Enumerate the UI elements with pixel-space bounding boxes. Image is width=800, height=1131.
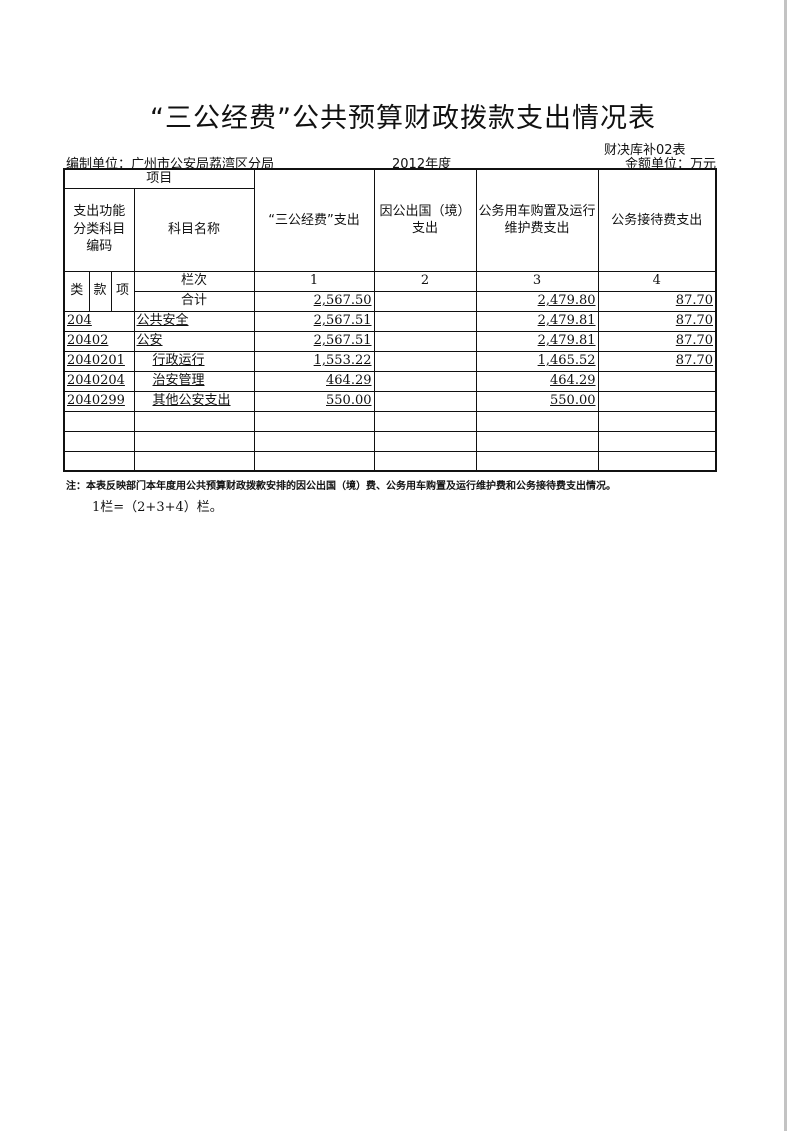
row-value: 550.00 [253,390,375,412]
total-value: 87.70 [597,290,717,312]
row-name: 公安 [133,330,255,352]
row-value [597,390,717,412]
table-row: 2040299 其他公安支出 550.00 550.00 [63,390,717,412]
row-value: 1,465.52 [475,350,599,372]
row-value [597,410,717,432]
row-value: 2,567.51 [253,330,375,352]
table-row [63,430,717,452]
row-value [597,450,717,472]
table-row: 2040204 治安管理 464.29 464.29 [63,370,717,392]
header-col-3: 公务用车购置及运行维护费支出 [475,168,599,272]
row-value [253,450,375,472]
total-label: 合计 [133,290,255,312]
row-value: 87.70 [597,310,717,332]
row-value: 464.29 [475,370,599,392]
row-name [133,430,255,452]
table-row [63,450,717,472]
row-value: 464.29 [253,370,375,392]
table-row: 2040201 行政运行 1,553.22 1,465.52 87.70 [63,350,717,372]
total-value: 2,567.50 [253,290,375,312]
row-name: 行政运行 [133,350,255,372]
col-index: 2 [373,270,477,292]
row-value [475,410,599,432]
row-code [63,410,135,432]
row-value [373,450,477,472]
row-value: 87.70 [597,350,717,372]
row-value [597,430,717,452]
row-code [63,430,135,452]
row-code: 2040204 [63,370,135,392]
row-value [253,410,375,432]
header-col-1: “三公经费”支出 [253,168,375,272]
table-row: 20402 公安 2,567.51 2,479.81 87.70 [63,330,717,352]
code-part-kuan: 款 [88,270,112,312]
row-value [475,450,599,472]
header-name: 科目名称 [133,187,255,272]
row-value: 2,479.81 [475,310,599,332]
header-code: 支出功能分类科目编码 [63,187,135,272]
row-value [597,370,717,392]
table-row: 204 公共安全 2,567.51 2,479.81 87.70 [63,310,717,332]
row-value [373,390,477,412]
code-part-xiang: 项 [110,270,135,312]
row-value [373,330,477,352]
total-value [373,290,477,312]
row-code [63,450,135,472]
row-value: 87.70 [597,330,717,352]
code-part-lei: 类 [63,270,90,312]
row-code: 2040201 [63,350,135,372]
row-value [373,370,477,392]
row-name: 治安管理 [133,370,255,392]
row-value [373,310,477,332]
page-title: “三公经费”公共预算财政拨款支出情况表 [150,103,656,134]
header-col-2: 因公出国（境）支出 [373,168,477,272]
col-index: 1 [253,270,375,292]
row-value [373,410,477,432]
header-item: 项目 [63,168,255,189]
row-code: 20402 [63,330,135,352]
row-value: 550.00 [475,390,599,412]
row-code: 204 [63,310,135,332]
row-name [133,410,255,432]
expenditure-table: 项目 “三公经费”支出 因公出国（境）支出 公务用车购置及运行维护费支出 公务接… [63,168,718,473]
row-name: 公共安全 [133,310,255,332]
col-index-label: 栏次 [133,270,255,292]
row-value [373,350,477,372]
meta-row: 编制单位：广州市公安局荔湾区分局 2012年度 金额单位：万元 [64,153,716,172]
scan-edge [784,0,787,1131]
col-index: 4 [597,270,717,292]
row-name [133,450,255,472]
total-value: 2,479.80 [475,290,599,312]
col-index: 3 [475,270,599,292]
row-code: 2040299 [63,390,135,412]
form-number: 财决库补02表 [604,143,686,158]
table-row [63,410,717,432]
row-value: 2,479.81 [475,330,599,352]
row-value: 1,553.22 [253,350,375,372]
formula-note: 1栏=（2+3+4）栏。 [92,500,223,515]
footnote: 注：本表反映部门本年度用公共预算财政拨款安排的因公出国（境）费、公务用车购置及运… [66,481,616,492]
row-value [253,430,375,452]
row-value [475,430,599,452]
row-value [373,430,477,452]
row-name: 其他公安支出 [133,390,255,412]
row-value: 2,567.51 [253,310,375,332]
header-col-4: 公务接待费支出 [597,168,717,272]
